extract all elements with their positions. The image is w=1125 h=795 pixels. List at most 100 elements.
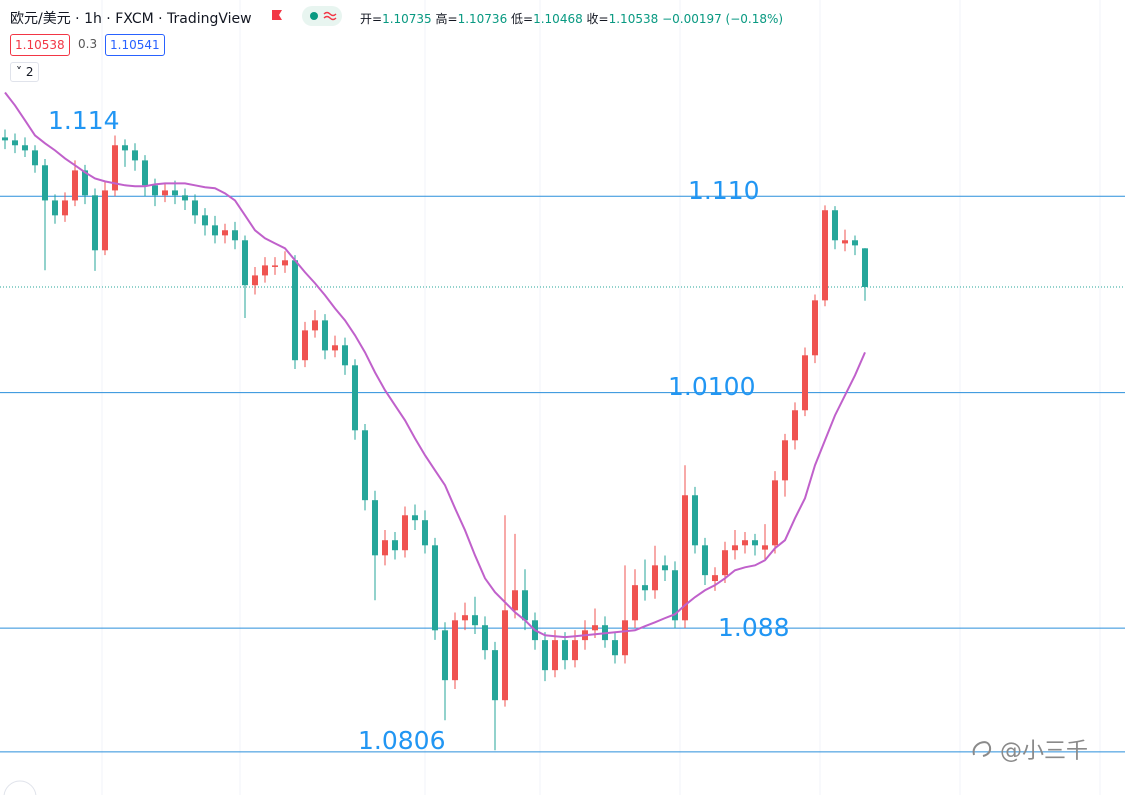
candle-body xyxy=(142,160,148,186)
candle-body xyxy=(222,230,228,236)
candle-body xyxy=(62,200,68,216)
candle-body xyxy=(152,185,158,196)
candle-body xyxy=(242,240,248,286)
candle-body xyxy=(612,640,618,656)
watermark-logo xyxy=(972,741,992,757)
candle-body xyxy=(822,210,828,301)
ohlc-value: 1.10736 xyxy=(457,12,508,26)
candle-body xyxy=(282,260,288,266)
candle-body xyxy=(302,330,308,361)
candle-body xyxy=(502,610,508,701)
candle-body xyxy=(622,620,628,656)
candle-body xyxy=(732,545,738,551)
candle-body xyxy=(72,170,78,201)
candle-body xyxy=(742,540,748,546)
symbol-title[interactable]: 欧元/美元 · 1h · FXCM · TradingView xyxy=(10,11,252,27)
candle-body xyxy=(132,150,138,161)
candle-body xyxy=(362,430,368,501)
ohlc-label: 低= xyxy=(511,12,534,26)
ohlc-label: 开= xyxy=(360,12,383,26)
candle-body xyxy=(712,575,718,582)
candle-body xyxy=(112,145,118,191)
spread: 0.3 xyxy=(74,34,102,54)
candle-body xyxy=(82,170,88,196)
candle-body xyxy=(292,260,298,361)
candle-body xyxy=(762,545,768,550)
candle-body xyxy=(632,585,638,621)
ohlc-legend: 开=1.10735 高=1.10736 低=1.10468 收=1.10538 … xyxy=(360,10,783,27)
candle-body xyxy=(312,320,318,331)
bid-button[interactable]: 1.10538 xyxy=(10,34,70,56)
candle-body xyxy=(562,640,568,661)
candle-body xyxy=(392,540,398,551)
candle-body xyxy=(442,630,448,681)
candle-body xyxy=(372,500,378,556)
candle-body xyxy=(512,590,518,611)
candle-body xyxy=(802,355,808,411)
status-icons xyxy=(310,11,337,21)
corner-logo xyxy=(3,780,37,795)
candle-body xyxy=(552,640,558,671)
candle-body xyxy=(122,145,128,151)
candle-body xyxy=(162,190,168,196)
ohlc-value: 1.10735 xyxy=(382,12,432,26)
candle-body xyxy=(322,320,328,351)
status-pill[interactable] xyxy=(302,6,342,26)
candle-body xyxy=(852,240,858,246)
candle-body xyxy=(32,150,38,166)
candle-body xyxy=(522,590,528,621)
candle-body xyxy=(832,210,838,241)
candle-body xyxy=(252,275,258,286)
indicator-toggle[interactable]: ˅ 2 xyxy=(10,62,40,82)
candle-body xyxy=(752,540,758,546)
candle-body xyxy=(472,615,478,626)
candle-body xyxy=(102,190,108,251)
candle-body xyxy=(352,365,358,431)
ohlc-label: 收= xyxy=(586,12,609,26)
candle-body xyxy=(452,620,458,681)
candle-body xyxy=(332,345,338,351)
candle-body xyxy=(382,540,388,556)
candle-body xyxy=(2,137,8,141)
candle-body xyxy=(542,640,548,671)
flag-icon[interactable] xyxy=(270,9,284,23)
candle-body xyxy=(412,515,418,521)
candle-body xyxy=(92,195,98,251)
candle-body xyxy=(202,215,208,226)
ask-button[interactable]: 1.10541 xyxy=(105,34,165,56)
level-annotation: 1.0100 xyxy=(668,372,755,401)
candle-body xyxy=(842,240,848,244)
candle-body xyxy=(572,640,578,661)
level-annotation: 1.114 xyxy=(48,106,120,135)
watermark: @小三千 xyxy=(972,733,1088,765)
candle-body xyxy=(592,625,598,631)
candle-body xyxy=(652,565,658,591)
candle-body xyxy=(812,300,818,356)
candle-body xyxy=(342,345,348,366)
candle-body xyxy=(722,550,728,576)
candle-body xyxy=(272,265,278,267)
candle-body xyxy=(642,585,648,591)
indicator-count: 2 xyxy=(25,65,34,79)
candle-body xyxy=(772,480,778,546)
candle-body xyxy=(52,200,58,216)
candle-body xyxy=(662,565,668,571)
candle-body xyxy=(792,410,798,441)
candle-body xyxy=(12,140,18,146)
level-annotation: 1.0806 xyxy=(358,726,445,755)
chevron: ˅ xyxy=(16,65,26,79)
candle-body xyxy=(262,265,268,276)
level-annotation: 1.088 xyxy=(718,613,790,642)
candle-body xyxy=(482,625,488,651)
candle-body xyxy=(212,225,218,236)
ohlc-value: 1.10538 xyxy=(608,12,659,26)
candle-body xyxy=(462,615,468,621)
change: −0.00197 (−0.18%) xyxy=(662,12,784,26)
candle-body xyxy=(172,190,178,196)
ohlc-label: 高= xyxy=(435,12,458,26)
candle-body xyxy=(182,195,188,201)
candle-body xyxy=(492,650,498,701)
candle-body xyxy=(672,570,678,621)
